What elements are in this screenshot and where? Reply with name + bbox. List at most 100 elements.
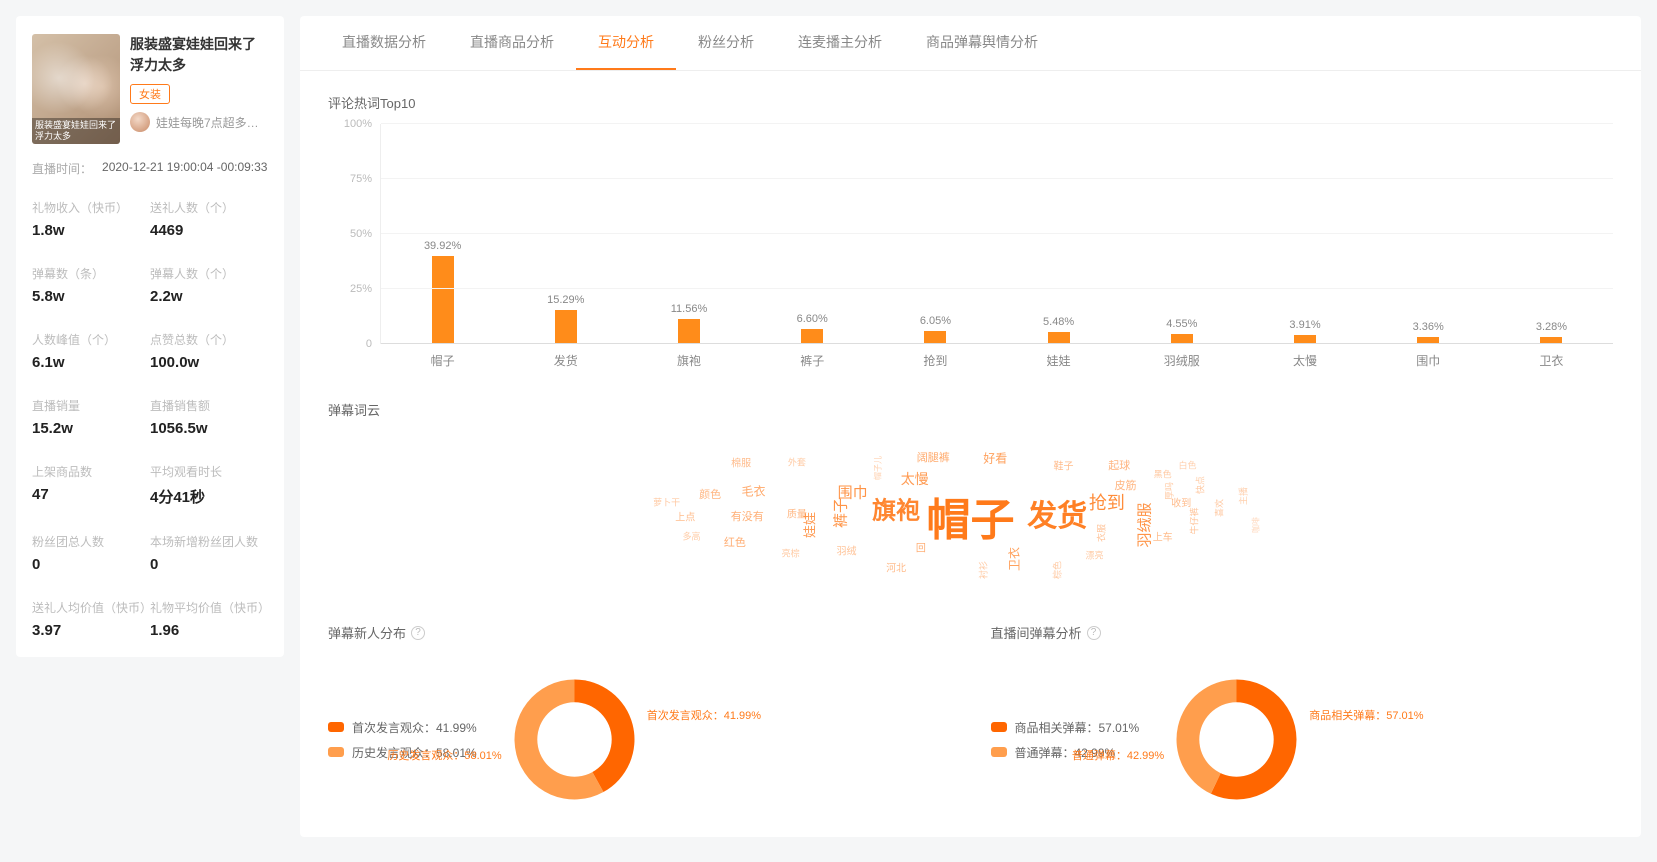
wordcloud-word: 裤子	[830, 498, 851, 528]
donut-right-title: 直播间弹幕分析	[991, 623, 1082, 642]
wordcloud-word: 皮筋	[1115, 477, 1137, 493]
bar-label: 围巾	[1416, 352, 1440, 369]
legend-text: 商品相关弹幕：57.01%	[1015, 719, 1140, 736]
stat-item: 粉丝团总人数 0	[32, 533, 150, 573]
stat-value: 3.97	[32, 622, 150, 639]
wordcloud-word: 羽绒服	[1134, 502, 1155, 547]
stat-value: 2.2w	[150, 288, 268, 305]
bar-value: 3.28%	[1536, 321, 1567, 333]
wordcloud-word: 质量	[787, 505, 807, 520]
wordcloud-word: 厚吗	[1162, 481, 1175, 499]
wordcloud-word: 多高	[682, 530, 700, 543]
stat-label: 本场新增粉丝团人数	[150, 533, 268, 550]
bar-column: 6.60%裤子	[751, 124, 874, 344]
stat-item: 直播销量15.2w	[32, 397, 150, 437]
wordcloud-word: 红色	[724, 534, 746, 550]
help-icon[interactable]: ?	[1087, 626, 1101, 640]
bar-value: 4.55%	[1166, 318, 1197, 330]
stat-value: 0	[32, 556, 150, 573]
thumb-caption: 服装盛宴娃娃回来了浮力太多	[32, 118, 120, 144]
bar-label: 羽绒服	[1164, 352, 1200, 369]
legend-swatch	[328, 747, 344, 757]
legend-text: 首次发言观众：41.99%	[352, 719, 477, 736]
bar-value: 5.48%	[1043, 316, 1074, 328]
tab-item[interactable]: 直播数据分析	[320, 16, 448, 70]
wordcloud-title: 弹幕词云	[328, 400, 1613, 419]
stat-value: 1.96	[150, 622, 268, 639]
help-icon[interactable]: ?	[411, 626, 425, 640]
stat-item: 点赞总数（个）100.0w	[150, 331, 268, 371]
avatar	[130, 112, 150, 132]
stat-value: 4分41秒	[150, 486, 268, 507]
bar-value: 3.91%	[1289, 319, 1320, 331]
wordcloud-word: 上点	[675, 509, 695, 524]
category-tag[interactable]: 女装	[130, 84, 170, 104]
stream-title: 服装盛宴娃娃回来了浮力太多	[130, 34, 268, 76]
wordcloud-word: 漂亮	[1085, 549, 1103, 562]
stat-item: 直播销售额1056.5w	[150, 397, 268, 437]
bar-label: 太慢	[1293, 352, 1317, 369]
wordcloud-word: 棉服	[731, 454, 751, 469]
donut-svg	[507, 672, 642, 807]
barchart-title: 评论热词Top10	[328, 93, 1613, 112]
donut-callout: 历史发言观众：58.01%	[387, 747, 501, 763]
tab-item[interactable]: 互动分析	[576, 16, 676, 70]
stat-item: 礼物平均价值（快币）1.96	[150, 599, 268, 639]
bar-label: 帽子	[431, 352, 455, 369]
bar-column: 3.91%太慢	[1243, 124, 1366, 344]
stat-label: 送礼人均价值（快币）	[32, 599, 150, 616]
y-tick: 0	[366, 338, 372, 350]
stat-label: 直播销量	[32, 397, 150, 414]
bar-column: 11.56%旗袍	[627, 124, 750, 344]
donut-svg	[1169, 672, 1304, 807]
bar	[924, 331, 946, 344]
legend-swatch	[991, 747, 1007, 757]
wordcloud-word: 旗袍	[872, 490, 920, 525]
stats-grid: 礼物收入（快币）1.8w送礼人数（个）4469弹幕数（条）5.8w弹幕人数（个）…	[32, 199, 268, 639]
tab-item[interactable]: 连麦播主分析	[776, 16, 904, 70]
legend-item: 商品相关弹幕：57.01%	[991, 719, 1140, 736]
stat-label: 弹幕人数（个）	[150, 265, 268, 282]
wordcloud-word: 河北	[886, 560, 906, 575]
wordcloud-word: 卫衣	[1005, 546, 1022, 570]
stat-label: 粉丝团总人数	[32, 533, 150, 550]
author-name: 娃娃每晚7点超多…	[156, 114, 259, 131]
donut-callout: 首次发言观众：41.99%	[647, 707, 761, 723]
tab-item[interactable]: 直播商品分析	[448, 16, 576, 70]
wordcloud-word: 快点	[1193, 476, 1206, 494]
wordcloud-word: 牛仔裤	[1187, 508, 1200, 535]
stat-value: 5.8w	[32, 288, 150, 305]
stat-item: 礼物收入（快币）1.8w	[32, 199, 150, 239]
legend-swatch	[991, 722, 1007, 732]
bar	[801, 329, 823, 344]
stat-label: 礼物收入（快币）	[32, 199, 150, 216]
y-tick: 25%	[350, 283, 372, 295]
bar-value: 6.05%	[920, 315, 951, 327]
tab-item[interactable]: 商品弹幕舆情分析	[904, 16, 1060, 70]
bar-column: 4.55%羽绒服	[1120, 124, 1243, 344]
bar-value: 39.92%	[424, 240, 461, 252]
y-tick: 100%	[344, 118, 372, 130]
wordcloud-word: 帽子儿	[872, 456, 883, 480]
stat-value: 47	[32, 486, 150, 503]
donut-left: 首次发言观众：41.99%历史发言观众：58.01%	[507, 672, 642, 807]
tab-item[interactable]: 粉丝分析	[676, 16, 776, 70]
bar-column: 39.92%帽子	[381, 124, 504, 344]
author-row[interactable]: 娃娃每晚7点超多…	[130, 112, 268, 132]
wordcloud-word: 白色	[1178, 459, 1196, 472]
wordcloud-word: 亮棕	[782, 547, 800, 560]
bar-column: 3.28%卫衣	[1490, 124, 1613, 344]
bar-label: 抢到	[923, 352, 947, 369]
stat-value: 4469	[150, 222, 268, 239]
tabs-bar: 直播数据分析直播商品分析互动分析粉丝分析连麦播主分析商品弹幕舆情分析	[300, 16, 1641, 71]
stat-label: 弹幕数（条）	[32, 265, 150, 282]
stat-label: 平均观看时长	[150, 463, 268, 480]
donut-left-title: 弹幕新人分布	[328, 623, 406, 642]
bar-label: 发货	[554, 352, 578, 369]
wordcloud-word: 帽子	[927, 484, 1015, 548]
wordcloud-word: 发货	[1027, 491, 1087, 535]
donut-right: 商品相关弹幕：57.01%普通弹幕：42.99%	[1169, 672, 1304, 807]
stat-item: 送礼人均价值（快币） 3.97	[32, 599, 150, 639]
wordcloud-word: 回	[916, 539, 926, 554]
wordcloud-word: 衬衫	[976, 561, 989, 579]
